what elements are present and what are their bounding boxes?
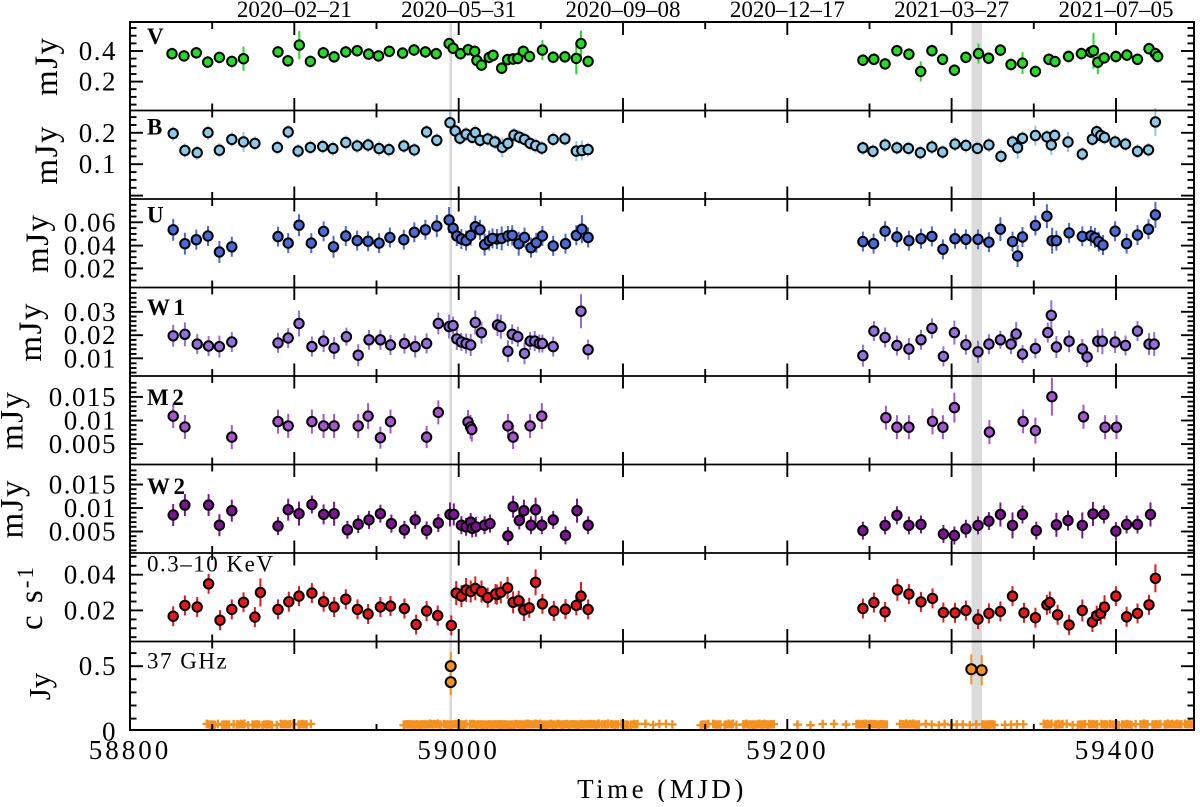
svg-text:Jy: Jy [22, 672, 57, 700]
svg-text:2020–12–17: 2020–12–17 [730, 0, 845, 22]
svg-text:0.01: 0.01 [64, 406, 117, 436]
svg-text:0.06: 0.06 [64, 207, 117, 237]
svg-text:58800: 58800 [89, 735, 172, 765]
svg-text:U: U [147, 203, 165, 228]
svg-text:59200: 59200 [746, 735, 829, 765]
svg-text:0.005: 0.005 [49, 517, 117, 547]
svg-text:2020–05–31: 2020–05–31 [401, 0, 516, 22]
svg-text:mJy: mJy [20, 213, 56, 273]
svg-text:0.015: 0.015 [49, 382, 117, 412]
svg-text:0.2: 0.2 [79, 67, 117, 97]
svg-text:mJy: mJy [0, 390, 31, 450]
svg-text:2021–07–05: 2021–07–05 [1058, 0, 1173, 22]
svg-text:2020–09–08: 2020–09–08 [565, 0, 680, 22]
svg-text:B: B [147, 115, 164, 140]
svg-text:0.1: 0.1 [79, 149, 117, 179]
svg-text:V: V [147, 24, 165, 49]
svg-text:0.005: 0.005 [49, 429, 117, 459]
svg-text:Time (MJD): Time (MJD) [577, 774, 747, 802]
svg-text:0.04: 0.04 [64, 231, 117, 261]
svg-text:2020–02–21: 2020–02–21 [237, 0, 352, 22]
svg-text:59400: 59400 [1075, 735, 1158, 765]
svg-text:0.2: 0.2 [79, 118, 117, 148]
svg-text:W1: W1 [147, 295, 189, 320]
svg-text:mJy: mJy [29, 36, 65, 96]
svg-text:mJy: mJy [0, 479, 31, 539]
svg-text:mJy: mJy [29, 125, 65, 185]
svg-text:0.5: 0.5 [79, 651, 117, 681]
svg-text:0.02: 0.02 [64, 253, 117, 283]
svg-text:0.015: 0.015 [49, 470, 117, 500]
svg-text:59000: 59000 [417, 735, 500, 765]
svg-text:0.01: 0.01 [64, 343, 117, 373]
svg-text:0.01: 0.01 [64, 493, 117, 523]
svg-text:2021–03–27: 2021–03–27 [894, 0, 1009, 22]
svg-text:0.3–10 KeV: 0.3–10 KeV [147, 552, 274, 577]
svg-text:0.04: 0.04 [64, 560, 117, 590]
svg-text:0.02: 0.02 [64, 595, 117, 625]
svg-text:0: 0 [102, 717, 117, 747]
svg-text:M2: M2 [147, 385, 187, 410]
svg-text:0.4: 0.4 [79, 36, 117, 66]
svg-text:37 GHz: 37 GHz [147, 649, 228, 674]
svg-text:mJy: mJy [13, 302, 49, 362]
svg-text:0.03: 0.03 [64, 297, 117, 327]
svg-text:W2: W2 [147, 474, 189, 499]
svg-text:0.02: 0.02 [64, 320, 117, 350]
